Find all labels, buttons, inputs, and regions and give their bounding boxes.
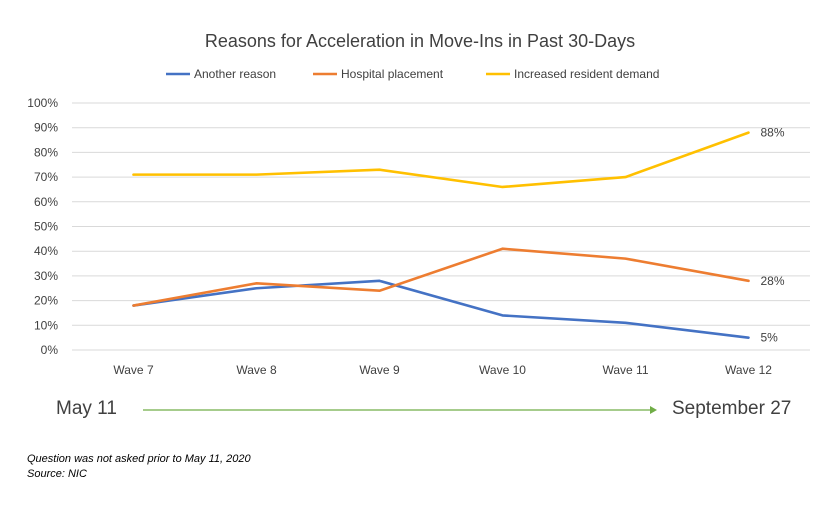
legend-label: Increased resident demand — [514, 67, 659, 81]
x-tick-label: Wave 12 — [725, 363, 772, 377]
y-tick-label: 20% — [34, 294, 58, 308]
chart-legend: Another reason Hospital placement Increase… — [166, 67, 659, 81]
x-tick-label: Wave 9 — [359, 363, 400, 377]
legend-label: Another reason — [194, 67, 276, 81]
series-lines — [132, 131, 750, 339]
series-line — [132, 279, 750, 339]
timeline-start-label: May 11 — [56, 398, 117, 419]
y-tick-label: 30% — [34, 269, 58, 283]
y-tick-label: 80% — [34, 145, 58, 159]
source-note: Source: NIC — [27, 468, 87, 480]
y-tick-label: 40% — [34, 244, 58, 258]
footnote: Question was not asked prior to May 11, … — [27, 453, 251, 465]
legend-label: Hospital placement — [341, 67, 444, 81]
gridlines — [72, 102, 810, 351]
y-tick-label: 0% — [41, 343, 59, 357]
y-tick-label: 70% — [34, 170, 58, 184]
y-tick-label: 10% — [34, 318, 58, 332]
timeline-arrow — [143, 406, 657, 414]
data-label: 88% — [761, 126, 785, 140]
x-tick-label: Wave 11 — [602, 363, 648, 377]
y-tick-label: 50% — [34, 220, 58, 234]
data-label: 5% — [761, 331, 779, 345]
y-tick-label: 60% — [34, 195, 58, 209]
x-tick-label: Wave 8 — [236, 363, 277, 377]
series-line — [132, 247, 750, 307]
x-tick-label: Wave 7 — [113, 363, 154, 377]
line-chart: Reasons for Acceleration in Move-Ins in … — [27, 31, 810, 377]
timeline-end-label: September 27 — [672, 398, 792, 419]
x-tick-label: Wave 10 — [479, 363, 526, 377]
end-labels: 5% 28% 88% — [761, 126, 785, 345]
data-label: 28% — [761, 274, 785, 288]
y-axis: 0% 10% 20% 30% 40% 50% 60% 70% 80% 90% 100% — [27, 96, 58, 357]
y-tick-label: 100% — [27, 96, 58, 110]
x-axis: Wave 7 Wave 8 Wave 9 Wave 10 Wave 11 Wave 12 — [113, 363, 772, 377]
series-line — [132, 131, 750, 189]
chart-title: Reasons for Acceleration in Move-Ins in … — [205, 31, 635, 51]
y-tick-label: 90% — [34, 121, 58, 135]
